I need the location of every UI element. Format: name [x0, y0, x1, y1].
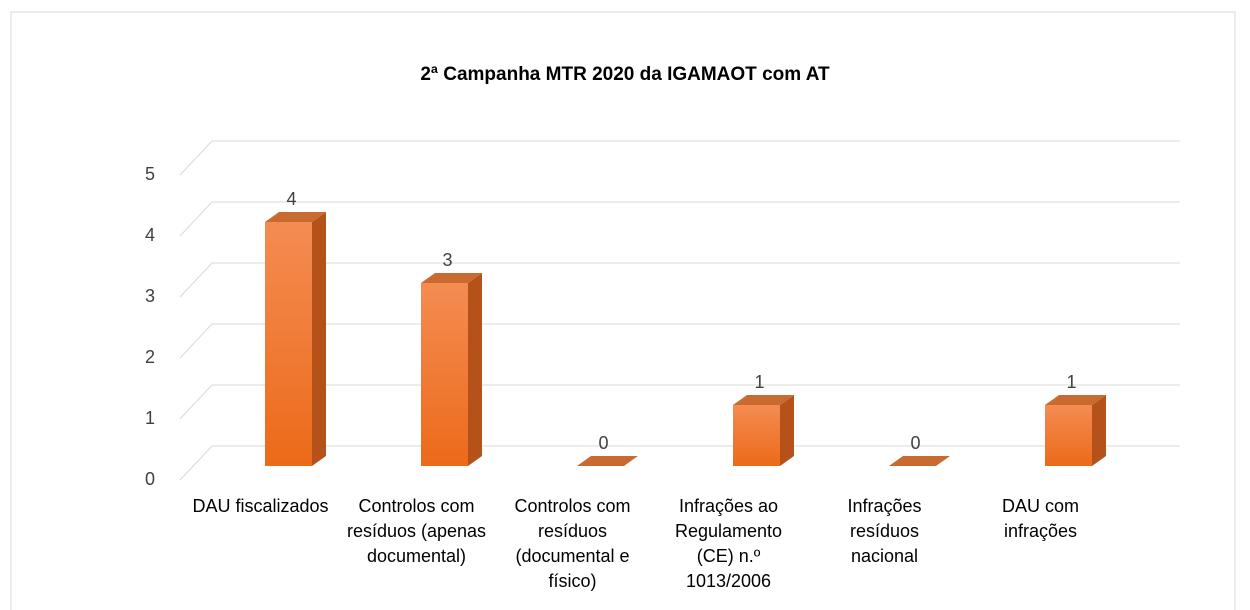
x-tick-label: Infrações resíduos nacional: [847, 496, 922, 566]
data-label: 1: [1066, 372, 1076, 392]
y-tick-label: 5: [145, 164, 155, 184]
bar: [577, 456, 638, 466]
grid-line: [179, 140, 1180, 176]
grid-line: [179, 262, 1180, 298]
x-tick-label: DAU fiscalizados: [192, 496, 329, 516]
bar-top: [265, 212, 326, 222]
chart-title: 2ª Campanha MTR 2020 da IGAMAOT com AT: [420, 64, 830, 85]
bar: [889, 456, 950, 466]
bar-top: [733, 395, 794, 405]
x-tick-label: Controlos com resíduos (documental e fís…: [514, 496, 631, 591]
bar: [733, 395, 794, 466]
bar: [265, 212, 326, 466]
bar: [421, 273, 482, 466]
data-label: 0: [910, 433, 920, 453]
y-tick-label: 0: [145, 469, 155, 489]
x-tick-label: Infrações ao Regulamento (CE) n.º 1013/2…: [674, 496, 783, 591]
y-tick-label: 3: [145, 286, 155, 306]
bar-top: [1045, 395, 1106, 405]
data-label: 4: [286, 189, 296, 209]
bar-front: [733, 405, 780, 466]
x-tick-label: DAU com infrações: [1001, 496, 1079, 541]
y-tick-label: 1: [145, 408, 155, 428]
bar-front: [421, 283, 468, 466]
data-label: 3: [442, 250, 452, 270]
y-tick-label: 2: [145, 347, 155, 367]
grid-line: [179, 445, 1180, 481]
grid-line: [179, 323, 1180, 359]
y-tick-label: 4: [145, 225, 155, 245]
data-label: 0: [598, 433, 608, 453]
chart-border: [10, 11, 1236, 610]
bar-front: [1045, 405, 1092, 466]
bar-side: [1092, 395, 1106, 466]
data-label: 1: [754, 372, 764, 392]
bar-side: [468, 273, 482, 466]
bar-side: [780, 395, 794, 466]
x-tick-label: Controlos com resíduos (apenas documenta…: [346, 496, 487, 566]
bar-top: [421, 273, 482, 283]
grid-line: [179, 201, 1180, 237]
grid-line: [179, 384, 1180, 420]
bar-top: [577, 456, 638, 466]
bar: [1045, 395, 1106, 466]
bar-front: [265, 222, 312, 466]
bar-top: [889, 456, 950, 466]
bar-side: [312, 212, 326, 466]
